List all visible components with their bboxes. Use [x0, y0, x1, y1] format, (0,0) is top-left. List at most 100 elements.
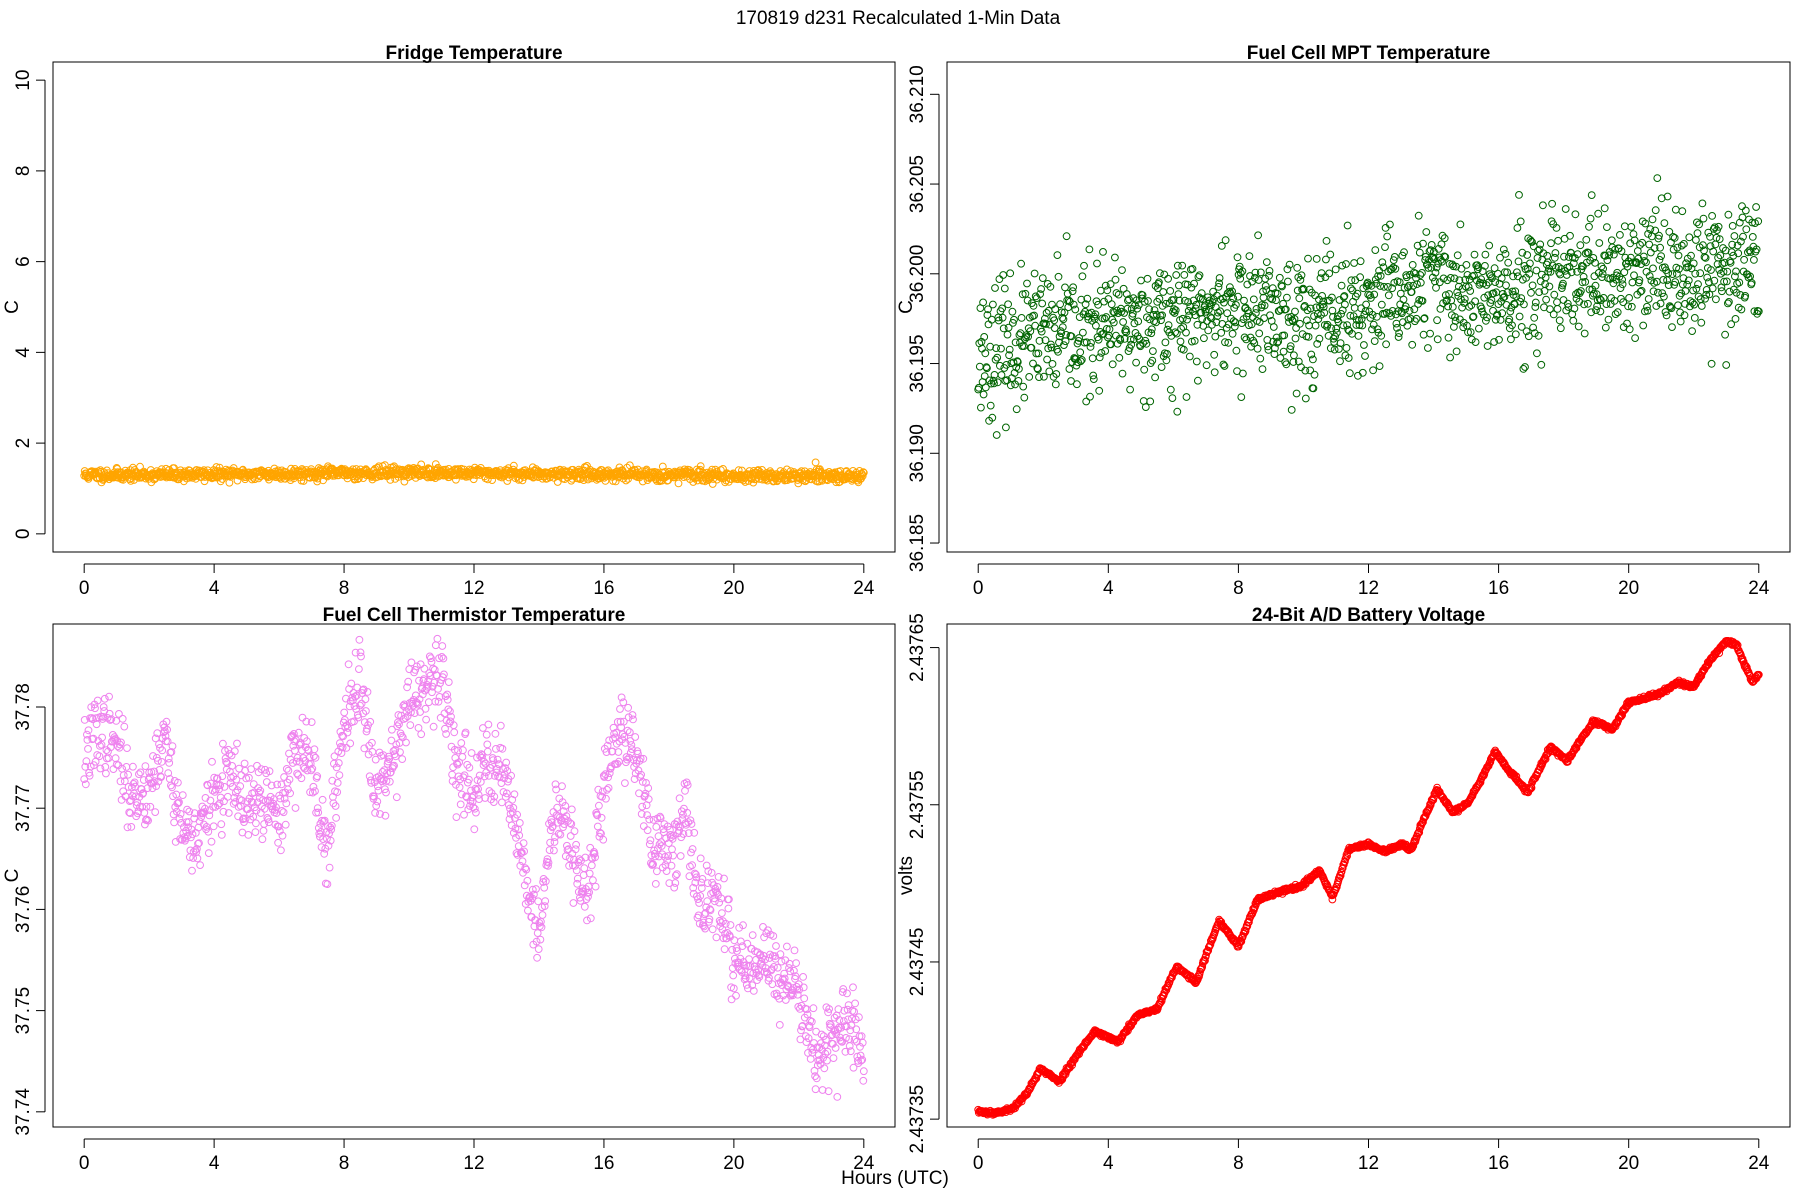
data-point [836, 1033, 844, 1042]
data-point [385, 755, 394, 763]
data-point [1599, 264, 1607, 273]
data-point [677, 807, 686, 816]
data-point [1575, 297, 1584, 306]
data-point [1358, 368, 1367, 377]
data-point [374, 786, 383, 795]
data-point [1291, 334, 1300, 343]
data-point [856, 1042, 864, 1051]
data-point [335, 771, 344, 779]
y-tick-label: 37.76 [13, 886, 34, 934]
data-point [390, 750, 399, 759]
data-point [1293, 263, 1302, 272]
data-point [1118, 369, 1127, 378]
data-point [1464, 328, 1472, 337]
data-point [1737, 237, 1745, 246]
data-point [1702, 286, 1711, 294]
data-point [1739, 232, 1747, 241]
data-point [797, 1026, 805, 1035]
data-point [777, 957, 786, 966]
data-point [1693, 218, 1701, 227]
data-point [82, 757, 91, 766]
data-point [1651, 206, 1660, 215]
data-point [1438, 231, 1447, 240]
data-point [1627, 223, 1636, 231]
data-point [327, 821, 336, 830]
data-point [1017, 259, 1025, 268]
data-point [115, 710, 123, 718]
data-point [687, 848, 695, 857]
data-point [236, 782, 245, 791]
data-point [357, 652, 365, 661]
data-point [433, 634, 442, 643]
data-point [1591, 258, 1599, 267]
data-point [1312, 255, 1321, 263]
data-point [1697, 302, 1706, 310]
data-point [247, 765, 256, 773]
data-point [1146, 397, 1155, 406]
data-point [830, 1013, 839, 1022]
data-point [859, 1067, 868, 1076]
data-point [1237, 937, 1246, 946]
data-point [1029, 301, 1038, 310]
data-point [1696, 269, 1705, 278]
data-point [1322, 237, 1331, 245]
data-point [984, 305, 992, 314]
data-point [761, 964, 770, 972]
data-point [1491, 278, 1500, 287]
data-point [698, 875, 707, 883]
data-point [998, 304, 1006, 313]
data-point [1552, 224, 1561, 232]
x-tick-label: 16 [1488, 578, 1509, 599]
data-point [1133, 304, 1142, 313]
data-point [603, 785, 611, 794]
data-point [1511, 287, 1520, 296]
data-point [738, 942, 747, 950]
x-tick-label: 12 [463, 1153, 484, 1174]
x-tick-label: 4 [209, 1153, 220, 1174]
data-point [109, 765, 118, 773]
data-point [1669, 233, 1677, 241]
data-point [1283, 293, 1291, 302]
plot-frame [52, 61, 896, 553]
data-point [441, 724, 449, 733]
data-point [669, 831, 678, 840]
data-point [858, 1038, 867, 1047]
data-point [146, 802, 155, 811]
data-point [1310, 370, 1319, 379]
data-point [1440, 234, 1449, 243]
data-point [612, 739, 621, 748]
data-point [847, 1021, 856, 1030]
data-point [1005, 351, 1013, 360]
data-point [1287, 406, 1296, 414]
data-point [1701, 294, 1709, 303]
data-point [184, 818, 193, 826]
data-point [804, 1034, 813, 1043]
data-point [1724, 299, 1732, 308]
data-point [232, 775, 241, 784]
plot-frame [52, 623, 896, 1128]
data-point [1435, 278, 1444, 287]
data-point [1149, 347, 1157, 356]
data-point [617, 693, 626, 702]
data-point [1421, 256, 1430, 264]
data-point [1408, 261, 1417, 269]
data-point [84, 745, 92, 753]
data-point [1134, 317, 1143, 326]
data-point [1067, 377, 1075, 385]
data-point [416, 660, 425, 669]
y-tick-label: 37.74 [13, 1088, 34, 1136]
data-point [1498, 309, 1507, 318]
data-point [420, 675, 428, 683]
data-point [1497, 274, 1506, 283]
data-point [1045, 367, 1054, 376]
data-point [1058, 313, 1067, 322]
data-point [355, 635, 364, 644]
data-point [398, 755, 407, 763]
data-point [1617, 247, 1626, 256]
data-point [1304, 333, 1313, 341]
data-point [1178, 261, 1187, 270]
data-point [1566, 231, 1574, 240]
figure-x-axis-label: Hours (UTC) [841, 1168, 949, 1189]
data-point [734, 466, 743, 475]
data-point [859, 468, 868, 477]
